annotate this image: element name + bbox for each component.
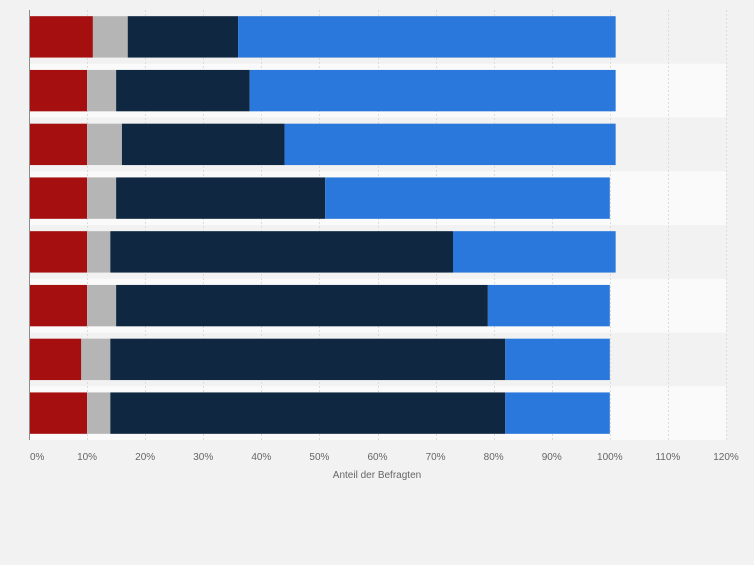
bar-segment xyxy=(505,392,610,434)
x-tick-label: 70% xyxy=(426,452,446,463)
bar-segment xyxy=(505,338,610,381)
bar-segment xyxy=(29,338,82,381)
x-tick-label: 10% xyxy=(77,452,97,463)
bar-segment xyxy=(29,284,88,327)
bar-segment xyxy=(487,284,610,327)
bar-segment xyxy=(110,338,506,381)
bar-segment xyxy=(284,123,616,166)
x-tick-label: 90% xyxy=(542,452,562,463)
bar-segment xyxy=(29,231,88,273)
bar-segment xyxy=(453,231,616,273)
bar-segment xyxy=(92,16,128,58)
bar-segment xyxy=(29,16,93,58)
bar-segment xyxy=(127,16,239,58)
bar-segment xyxy=(87,177,117,219)
bar-segment xyxy=(116,177,326,219)
bar-segment xyxy=(29,392,88,434)
x-tick-labels: 0% 10% 20% 30% 40% 50% 60% 70% 80% 90% 100% 110% 120… xyxy=(30,452,739,463)
bar-segment xyxy=(29,69,88,112)
bars xyxy=(29,16,616,434)
bar-segment xyxy=(325,177,610,219)
x-tick-label: 50% xyxy=(309,452,329,463)
x-tick-label: 60% xyxy=(367,452,387,463)
x-tick-label: 100% xyxy=(597,452,623,463)
bar-segment xyxy=(110,231,454,273)
x-axis-label: Anteil der Befragten xyxy=(333,470,421,481)
bar-segment xyxy=(116,69,250,112)
x-tick-label: 110% xyxy=(655,452,680,463)
bar-segment xyxy=(121,123,285,166)
x-tick-label: 120% xyxy=(713,452,739,463)
x-tick-label: 40% xyxy=(251,452,271,463)
bar-segment xyxy=(29,177,88,219)
bar-segment xyxy=(238,16,616,58)
bar-segment xyxy=(249,69,616,112)
bar-segment xyxy=(116,284,488,327)
bar-segment xyxy=(87,69,117,112)
bar-segment xyxy=(87,123,122,166)
bar-segment xyxy=(81,338,111,381)
x-tick-label: 0% xyxy=(30,452,45,463)
bar-segment xyxy=(110,392,506,434)
x-tick-label: 80% xyxy=(484,452,504,463)
bar-segment xyxy=(87,231,111,273)
x-tick-label: 30% xyxy=(193,452,213,463)
x-tick-label: 20% xyxy=(135,452,155,463)
bar-segment xyxy=(29,123,88,166)
bar-segment xyxy=(87,392,111,434)
bar-segment xyxy=(87,284,117,327)
